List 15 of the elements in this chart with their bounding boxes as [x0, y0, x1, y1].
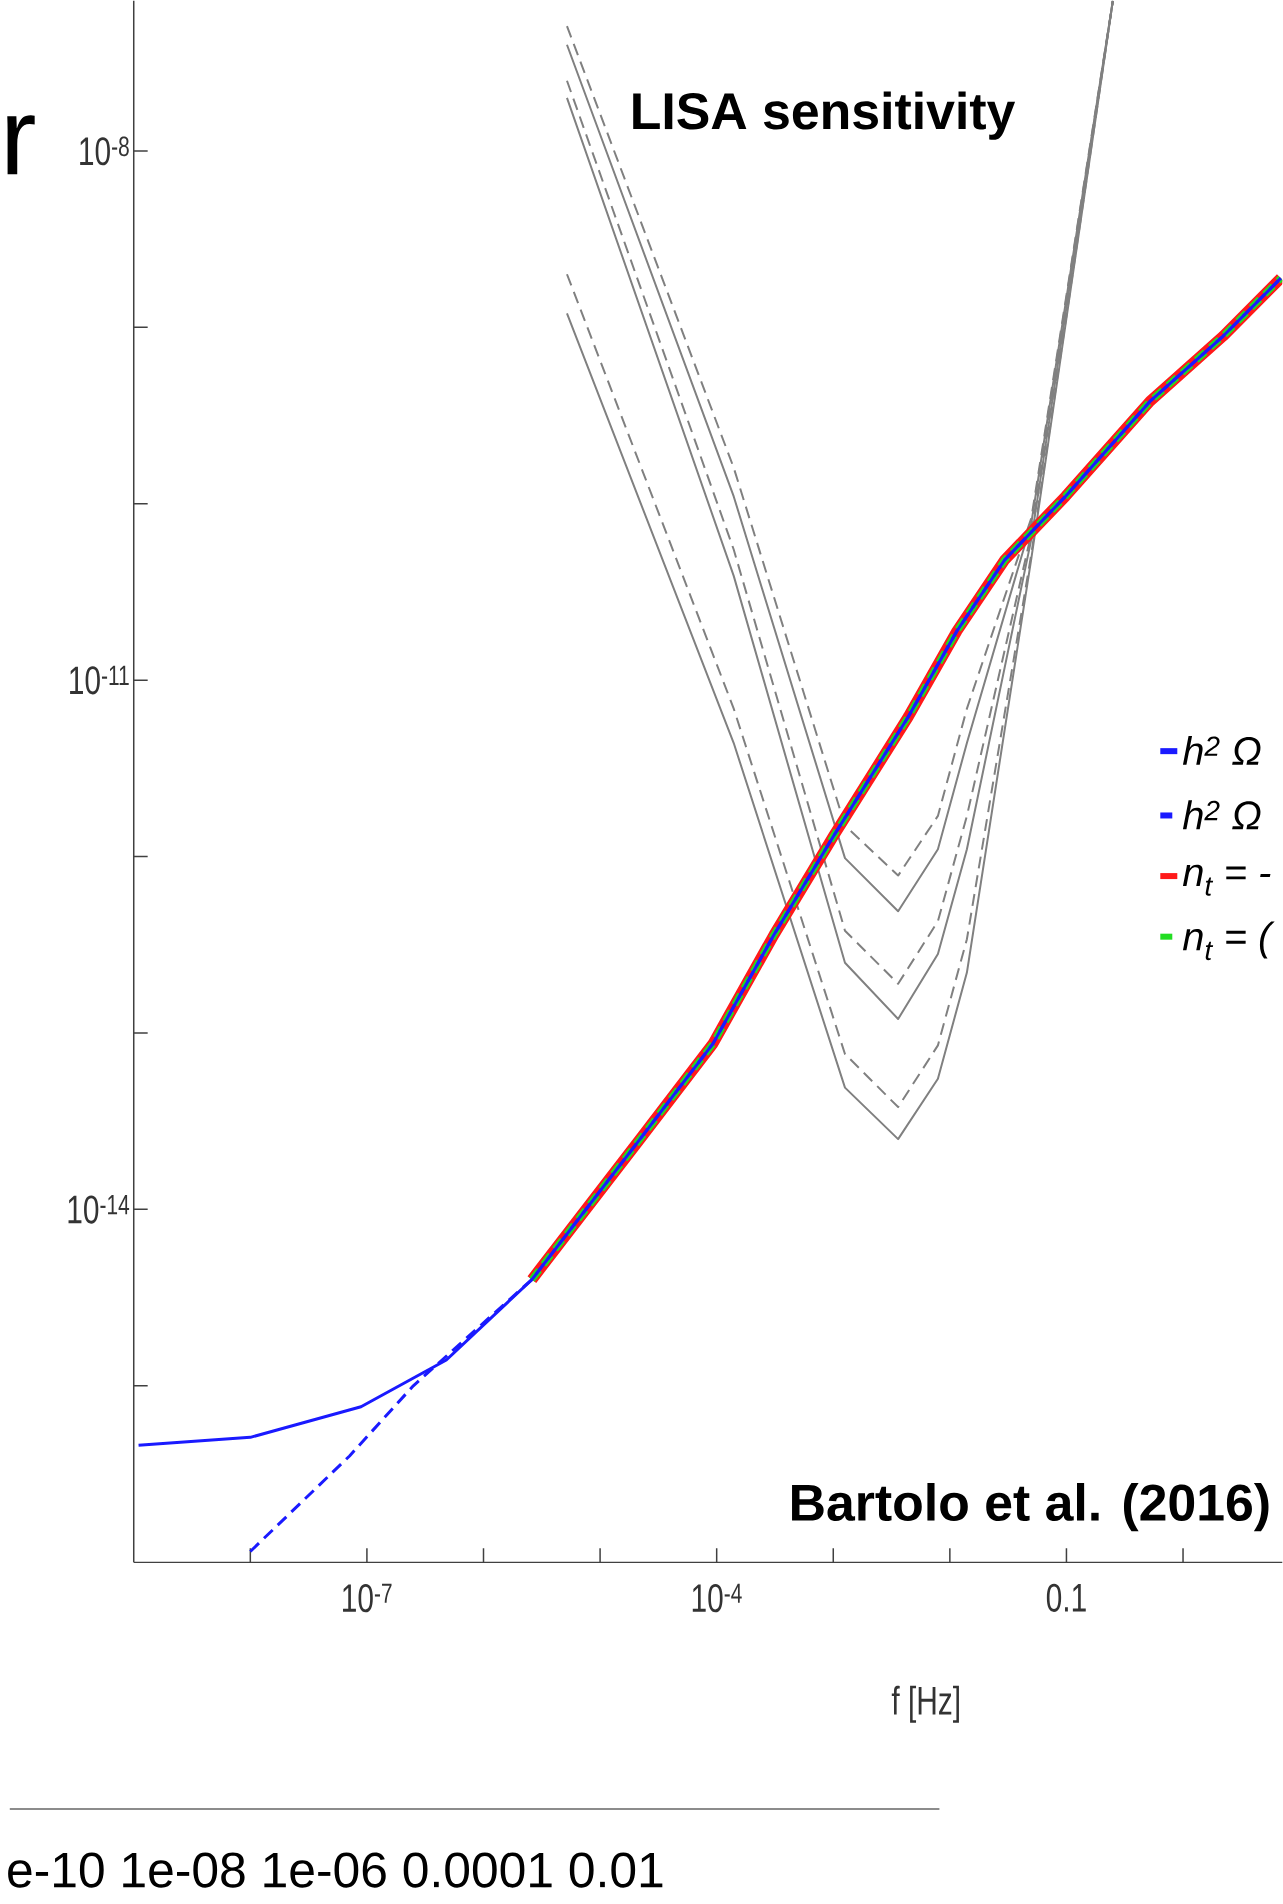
y-tick-label: 10$^{-11}$	[70, 665, 129, 695]
annotation: Bartolo et al. (2016)	[792, 1483, 1269, 1532]
x-tick-label: 10$^{-4}$	[692, 1583, 742, 1613]
x-tick-label: 10$^{-7}$	[343, 1583, 392, 1613]
x-tick-label: 0.1	[1046, 1583, 1086, 1612]
legend-label: h$^{2}$ Ω	[1182, 735, 1261, 765]
y-tick-label: 10$^{-8}$	[80, 136, 129, 166]
legend-label: n$_{t}$ = -	[1182, 864, 1271, 896]
annotation: LISA sensitivity	[633, 91, 1016, 140]
y-tick-label: 10$^{-14}$	[68, 1195, 130, 1224]
legend-label: h$^{2}$ Ω	[1182, 800, 1261, 830]
text: r	[7, 115, 35, 175]
x-axis-title: f [Hz]	[891, 1685, 959, 1723]
text: e-10 1e-08 1e-06 0.0001 0.01	[8, 1852, 663, 1888]
legend-label: n$_{t}$ = (	[1182, 921, 1275, 961]
